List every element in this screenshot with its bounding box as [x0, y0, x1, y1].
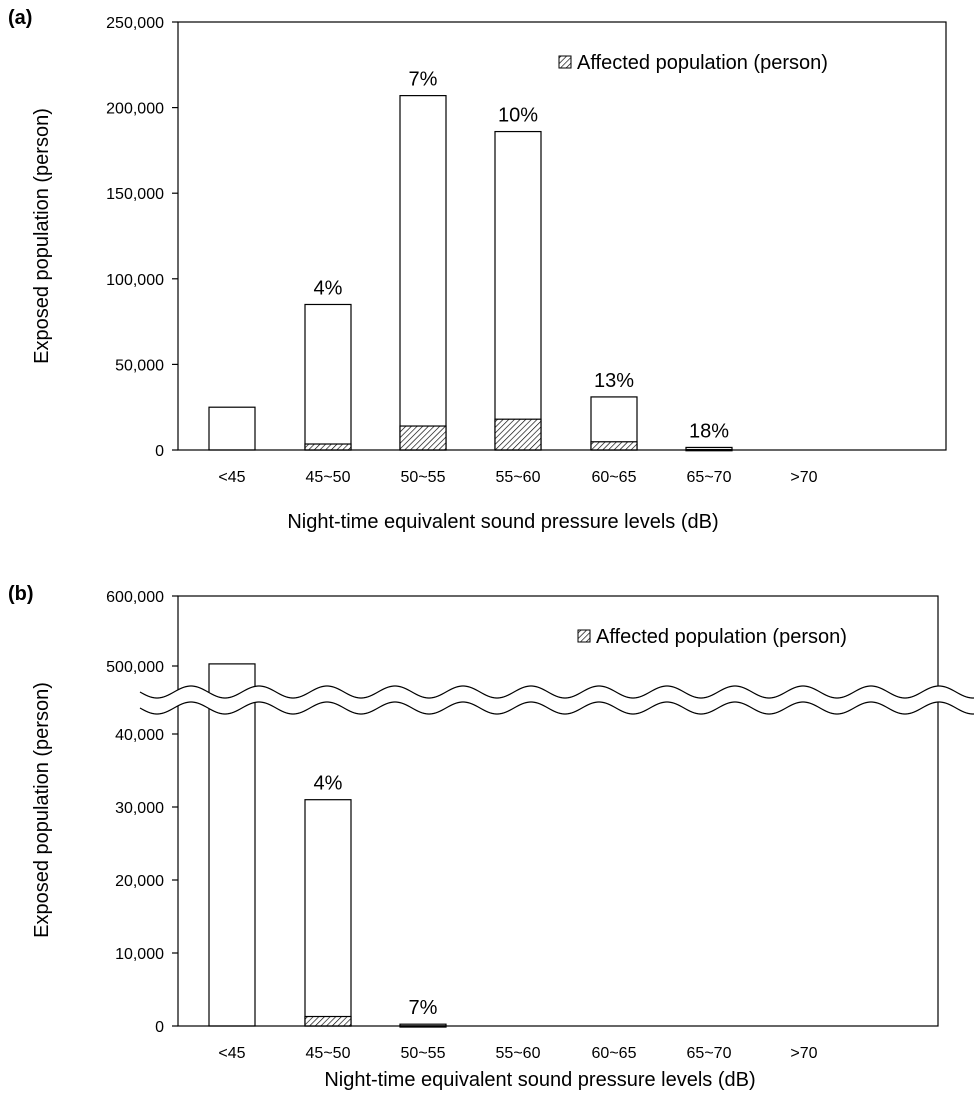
x-tick-label: 55~60 — [496, 1045, 541, 1062]
x-axis-label-a: Night-time equivalent sound pressure lev… — [287, 511, 718, 533]
x-tick-label: 65~70 — [687, 469, 732, 486]
y-tick-label: 0 — [155, 443, 164, 460]
bar-exposed — [208, 663, 256, 1027]
axis-break-gap — [140, 686, 974, 714]
y-tick-label: 20,000 — [115, 873, 164, 890]
bar-affected — [590, 441, 638, 451]
x-tick-label: 60~65 — [592, 469, 637, 486]
x-tick-label: 60~65 — [592, 1045, 637, 1062]
bar-exposed — [399, 95, 447, 451]
bar-affected — [304, 443, 352, 451]
legend-swatch-b — [577, 629, 591, 643]
percent-labels-b: 4% 7% — [314, 773, 438, 1019]
y-tick-label: 50,000 — [115, 357, 164, 374]
percent-label: 7% — [409, 69, 438, 91]
x-tick-label: 50~55 — [401, 1045, 446, 1062]
x-tick-labels-b: <45 45~50 50~55 55~60 60~65 65~70 >70 — [218, 1045, 817, 1062]
axis-break-b — [139, 685, 974, 715]
chart-panel-a: (a) Exposed population (person) Night-ti… — [8, 7, 947, 533]
x-tick-label: >70 — [790, 1045, 817, 1062]
x-tick-label: 50~55 — [401, 469, 446, 486]
plot-frame-b — [177, 595, 939, 1027]
y-tick-label: 500,000 — [106, 659, 164, 676]
percent-labels-a: 4% 7% 10% 13% 18% — [314, 69, 730, 443]
x-tick-label: 45~50 — [306, 1045, 351, 1062]
percent-label: 10% — [498, 105, 538, 127]
x-tick-label: 45~50 — [306, 469, 351, 486]
legend-swatch-a — [558, 55, 572, 69]
bar-exposed — [304, 303, 352, 451]
bar-affected — [399, 425, 447, 451]
percent-label: 4% — [314, 277, 343, 299]
plot-frame-a — [177, 21, 947, 451]
y-tick-label: 150,000 — [106, 186, 164, 203]
y-tick-label: 200,000 — [106, 101, 164, 118]
y-tick-label: 10,000 — [115, 946, 164, 963]
y-tick-label: 30,000 — [115, 800, 164, 817]
y-tick-label: 40,000 — [115, 727, 164, 744]
bar-exposed — [304, 799, 352, 1027]
y-tick-labels-a: 0 50,000 100,000 150,000 200,000 250,000 — [106, 15, 178, 460]
percent-label: 7% — [409, 997, 438, 1019]
legend-b: Affected population (person) — [577, 626, 847, 648]
y-tick-label: 250,000 — [106, 15, 164, 32]
bars-a — [208, 95, 733, 452]
legend-label-b: Affected population (person) — [596, 626, 847, 648]
panel-label-b: (b) — [8, 583, 34, 605]
percent-label: 13% — [594, 370, 634, 392]
x-axis-label-b: Night-time equivalent sound pressure lev… — [324, 1069, 755, 1091]
y-tick-label: 0 — [155, 1019, 164, 1036]
chart-panel-b: (b) Exposed population (person) Night-ti… — [8, 583, 974, 1091]
x-tick-label: >70 — [790, 469, 817, 486]
percent-label: 4% — [314, 773, 343, 795]
x-tick-label: 55~60 — [496, 469, 541, 486]
bars-b — [208, 663, 447, 1028]
y-tick-label: 100,000 — [106, 272, 164, 289]
panel-label-a: (a) — [8, 7, 32, 29]
x-tick-label: <45 — [218, 1045, 245, 1062]
axis-break-wave-bottom — [139, 701, 974, 715]
bar-exposed — [494, 130, 542, 451]
bar-affected — [304, 1015, 352, 1027]
legend-a: Affected population (person) — [558, 52, 828, 74]
x-tick-label: 65~70 — [687, 1045, 732, 1062]
bar-exposed — [208, 406, 256, 451]
axis-break-wave-top — [139, 685, 974, 699]
percent-label: 18% — [689, 420, 729, 442]
y-axis-label-a: Exposed population (person) — [31, 108, 53, 364]
y-tick-label: 600,000 — [106, 589, 164, 606]
bar-affected — [494, 418, 542, 451]
y-tick-labels-b: 0 10,000 20,000 30,000 40,000 500,000 600,000 — [106, 589, 178, 1036]
legend-label-a: Affected population (person) — [577, 52, 828, 74]
x-tick-label: <45 — [218, 469, 245, 486]
y-axis-label-b: Exposed population (person) — [31, 682, 53, 938]
x-tick-labels-a: <45 45~50 50~55 55~60 60~65 65~70 >70 — [218, 469, 817, 486]
